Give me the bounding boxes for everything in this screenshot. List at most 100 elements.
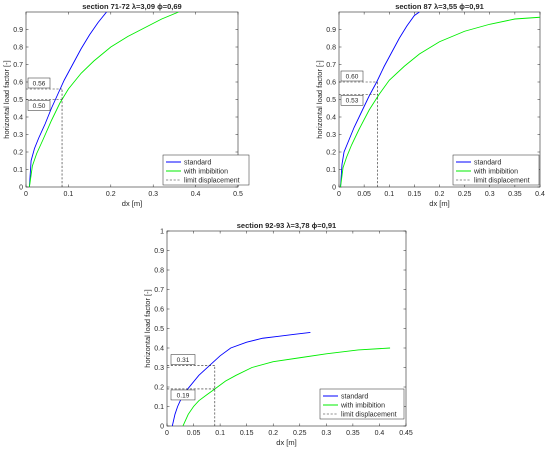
series-line-with-imbibition — [28, 12, 179, 187]
y-tick-label: 0.7 — [154, 287, 164, 294]
x-tick-label: 0 — [24, 191, 28, 198]
x-tick-label: 0.45 — [399, 430, 413, 437]
y-tick-label: 0.7 — [13, 62, 23, 69]
y-tick-label: 0.3 — [13, 132, 23, 139]
annotation-label: 0.50 — [33, 103, 46, 110]
legend-entry: limit displacement — [341, 412, 397, 419]
legend-frame — [452, 154, 540, 186]
y-tick-label: 0.1 — [326, 167, 336, 174]
series-line-with-imbibition — [340, 16, 540, 187]
y-tick-label: 0 — [160, 424, 164, 431]
y-tick-label: 0.5 — [13, 97, 23, 104]
y-tick-label: 0.2 — [326, 150, 336, 157]
x-tick-label: 0.3 — [148, 191, 158, 198]
y-tick-label: 0.6 — [154, 307, 164, 314]
x-tick-label: 0.1 — [384, 191, 394, 198]
chart-title-params: λ=3,09 ϕ=0,69 — [132, 2, 182, 11]
chart-title-params: λ=3,78 ϕ=0,91 — [286, 221, 336, 230]
legend-entry: limit displacement — [474, 178, 530, 185]
chart-title-section: section 92-93 — [237, 221, 287, 230]
legend-entry: with imbibition — [340, 403, 385, 410]
y-tick-label: 0 — [332, 185, 336, 192]
annotation-label: 0.53 — [346, 98, 359, 105]
x-tick-label: 0.35 — [346, 430, 360, 437]
y-tick-label: 0.3 — [154, 365, 164, 372]
annotation-box — [170, 354, 196, 365]
series-line-standard — [171, 331, 311, 426]
annotation-box — [27, 100, 51, 111]
y-axis-label: horizontal load factor [-] — [143, 289, 152, 367]
legend: standard with imbibition limit displacemen… — [162, 154, 250, 186]
chart-title-section: section 71-72 — [82, 2, 132, 11]
x-axis-label: dx [m] — [122, 199, 142, 208]
series-line-standard — [340, 12, 420, 187]
annotation-label: 0.60 — [346, 73, 359, 80]
x-axis-label: dx [m] — [276, 438, 296, 447]
legend-entry: with imbibition — [473, 169, 518, 176]
y-tick-label: 0.5 — [154, 326, 164, 333]
legend-entry: standard — [184, 160, 211, 167]
legend-entry: standard — [474, 160, 501, 167]
x-tick-label: 0.2 — [106, 191, 116, 198]
legend-frame — [162, 154, 250, 186]
y-tick-label: 0.4 — [326, 115, 336, 122]
y-tick-label: 0.3 — [326, 132, 336, 139]
legend-entry: with imbibition — [183, 169, 228, 176]
y-tick-label: 0.2 — [154, 385, 164, 392]
x-tick-label: 0.25 — [458, 191, 472, 198]
x-tick-label: 0 — [165, 430, 169, 437]
annotation-box — [340, 95, 364, 106]
x-tick-label: 0.35 — [508, 191, 522, 198]
chart-1: 0 0.1 0.2 0.3 0.4 0.500.10.20.30.40.50.60.70.… — [2, 2, 250, 208]
annotation-box — [170, 389, 196, 401]
x-tick-label: 0.25 — [293, 430, 307, 437]
y-tick-label: 0.9 — [154, 248, 164, 255]
y-tick-label: 0.6 — [326, 80, 336, 87]
annotation-label: 0.19 — [177, 392, 190, 399]
y-axis-label: horizontal load factor [-] — [315, 60, 324, 138]
legend-entry: standard — [341, 394, 368, 401]
y-tick-label: 1 — [160, 229, 164, 236]
y-tick-label: 0.1 — [154, 404, 164, 411]
y-tick-label: 0.4 — [13, 115, 23, 122]
y-tick-label: 0.5 — [326, 97, 336, 104]
annotation-label: 0.56 — [33, 80, 46, 87]
y-tick-label: 0.9 — [326, 27, 336, 34]
x-tick-label: 0.4 — [191, 191, 201, 198]
x-tick-label: 0.05 — [357, 191, 371, 198]
x-tick-label: 0.15 — [240, 430, 254, 437]
y-tick-label: 0.9 — [13, 27, 23, 34]
legend: standard with imbibition limit displacemen… — [452, 154, 540, 186]
chart-title: section 87 λ=3,55 ϕ=0,91 — [395, 2, 484, 11]
chart-title-params: λ=3,55 ϕ=0,91 — [434, 2, 484, 11]
chart-title: section 92-93 λ=3,78 ϕ=0,91 — [237, 221, 336, 230]
legend: standard with imbibition limit displacemen… — [319, 388, 405, 420]
y-tick-label: 0.4 — [154, 346, 164, 353]
x-tick-label: 0.1 — [64, 191, 74, 198]
series-line-standard — [28, 12, 107, 187]
y-tick-label: 0.8 — [154, 268, 164, 275]
legend-entry: limit displacement — [184, 178, 240, 185]
x-tick-label: 0.3 — [485, 191, 495, 198]
x-tick-label: 0.1 — [215, 430, 225, 437]
y-tick-label: 0.8 — [13, 45, 23, 52]
chart-2: 0 0.05 0.1 0.15 0.2 0.25 0.3 0.35 0.4 0 0.1 0.2 0.3 0… — [315, 2, 545, 208]
y-tick-label: 0.1 — [13, 167, 23, 174]
chart-3: 0 0.05 0.1 0.15 0.2 0.25 0.3 0.35 0.4 0.45 0 0.1 0.2… — [143, 221, 413, 447]
chart-title-section: section 87 — [395, 2, 434, 11]
x-tick-label: 0.2 — [435, 191, 445, 198]
y-axis-label: horizontal load factor [-] — [2, 60, 11, 138]
x-tick-label: 0.4 — [375, 430, 385, 437]
x-tick-label: 0.5 — [233, 191, 243, 198]
y-tick-label: 0 — [19, 185, 23, 192]
y-tick-label: 0.2 — [13, 150, 23, 157]
x-axis-label: dx [m] — [429, 199, 449, 208]
x-tick-label: 0.15 — [408, 191, 422, 198]
x-tick-label: 0.05 — [187, 430, 201, 437]
x-tick-label: 0.4 — [535, 191, 545, 198]
x-tick-label: 0.2 — [268, 430, 278, 437]
annotation-label: 0.31 — [177, 357, 190, 364]
annotation-box — [340, 70, 364, 82]
annotation-box — [27, 77, 51, 89]
